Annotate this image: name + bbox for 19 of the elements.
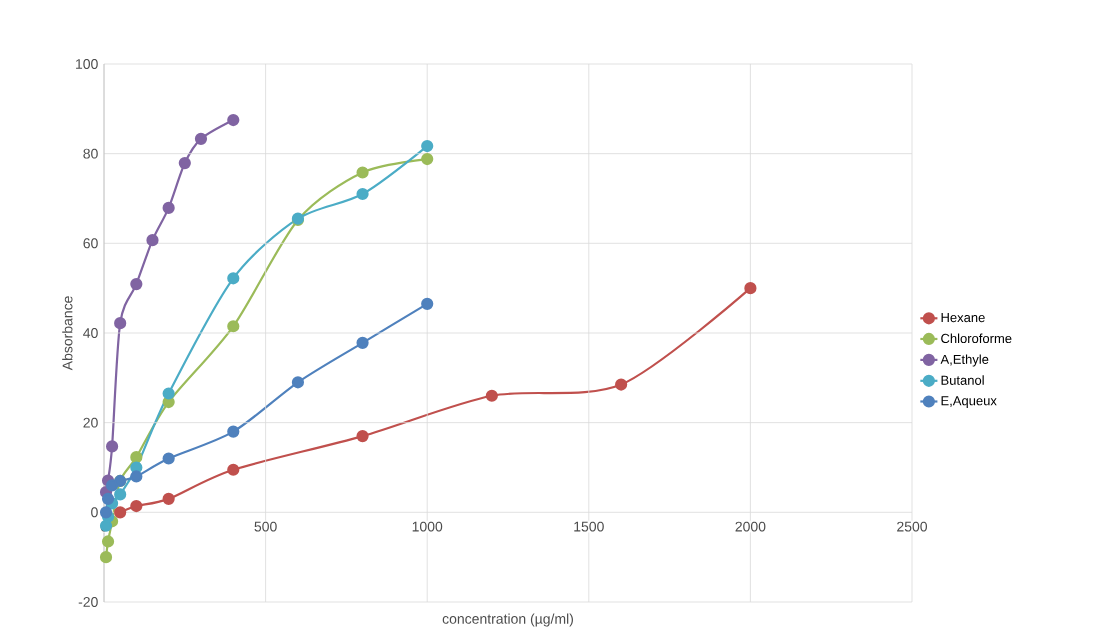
- y-axis-title: Absorbance: [62, 296, 73, 371]
- y-tick-label: -20: [78, 597, 98, 607]
- y-tick-label: 100: [76, 59, 98, 69]
- legend-label: E,Aqueux: [941, 396, 997, 408]
- x-tick-label: 1000: [412, 521, 443, 532]
- y-tick-label: 0: [91, 507, 98, 518]
- x-tick-label: 2000: [735, 521, 766, 532]
- y-tick-label: 60: [83, 238, 98, 249]
- x-tick-label: 1500: [574, 521, 604, 532]
- y-tick-label: 40: [83, 328, 98, 338]
- x-tick-label: 500: [254, 521, 277, 532]
- y-tick-label: 20: [83, 417, 98, 428]
- legend-label: Hexane: [941, 313, 985, 323]
- legend-label: Chloroforme: [941, 333, 1012, 344]
- y-tick-label: 80: [83, 148, 98, 159]
- legend-label: A,Ethyle: [940, 354, 989, 367]
- legend-label: Butanol: [941, 375, 984, 385]
- x-axis-title: concentration (µg/ml): [442, 613, 573, 627]
- x-tick-label: 2500: [897, 521, 928, 532]
